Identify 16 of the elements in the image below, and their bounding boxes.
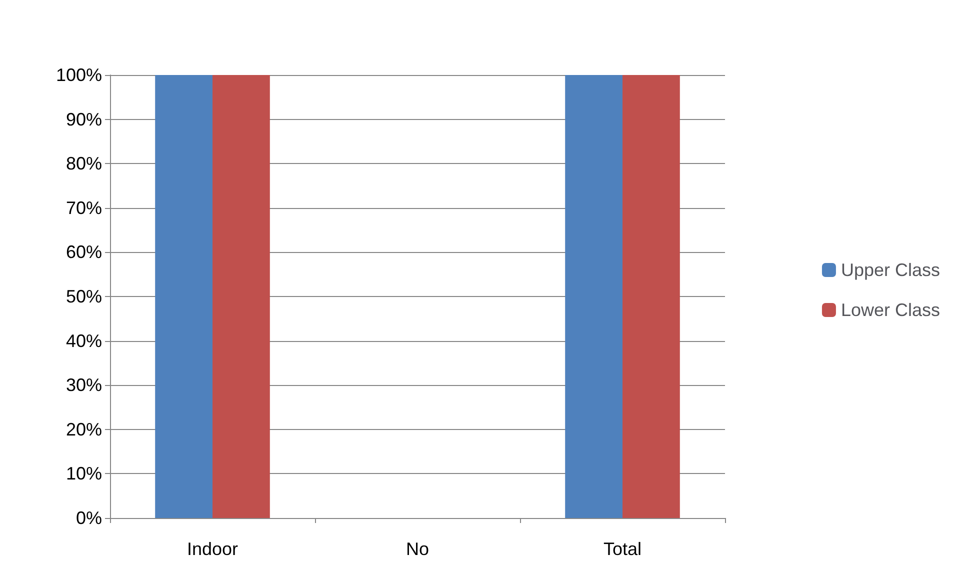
y-tick-label: 60% [66, 242, 102, 262]
y-tick-label: 10% [66, 464, 102, 484]
legend-label: Lower Class [840, 300, 940, 320]
y-tick-label: 20% [66, 419, 102, 440]
x-tick-label: No [406, 539, 430, 559]
legend-label: Upper Class [840, 260, 940, 280]
y-tick-label: 30% [66, 375, 102, 396]
y-tick-label: 70% [66, 198, 102, 218]
x-tick-label: Indoor [186, 539, 238, 559]
x-tick-label: Total [603, 539, 642, 559]
y-tick-label: 80% [66, 154, 102, 174]
y-tick-label: 0% [76, 508, 102, 528]
y-tick-label: 100% [56, 65, 102, 85]
y-tick-label: 90% [66, 109, 102, 130]
y-tick-label: 50% [66, 286, 102, 306]
y-tick-label: 40% [66, 330, 102, 351]
